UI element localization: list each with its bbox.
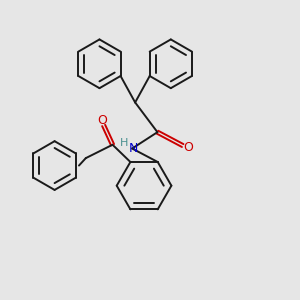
Text: N: N [129, 142, 138, 155]
Text: O: O [183, 140, 193, 154]
Text: H: H [120, 138, 128, 148]
Text: O: O [97, 114, 107, 127]
